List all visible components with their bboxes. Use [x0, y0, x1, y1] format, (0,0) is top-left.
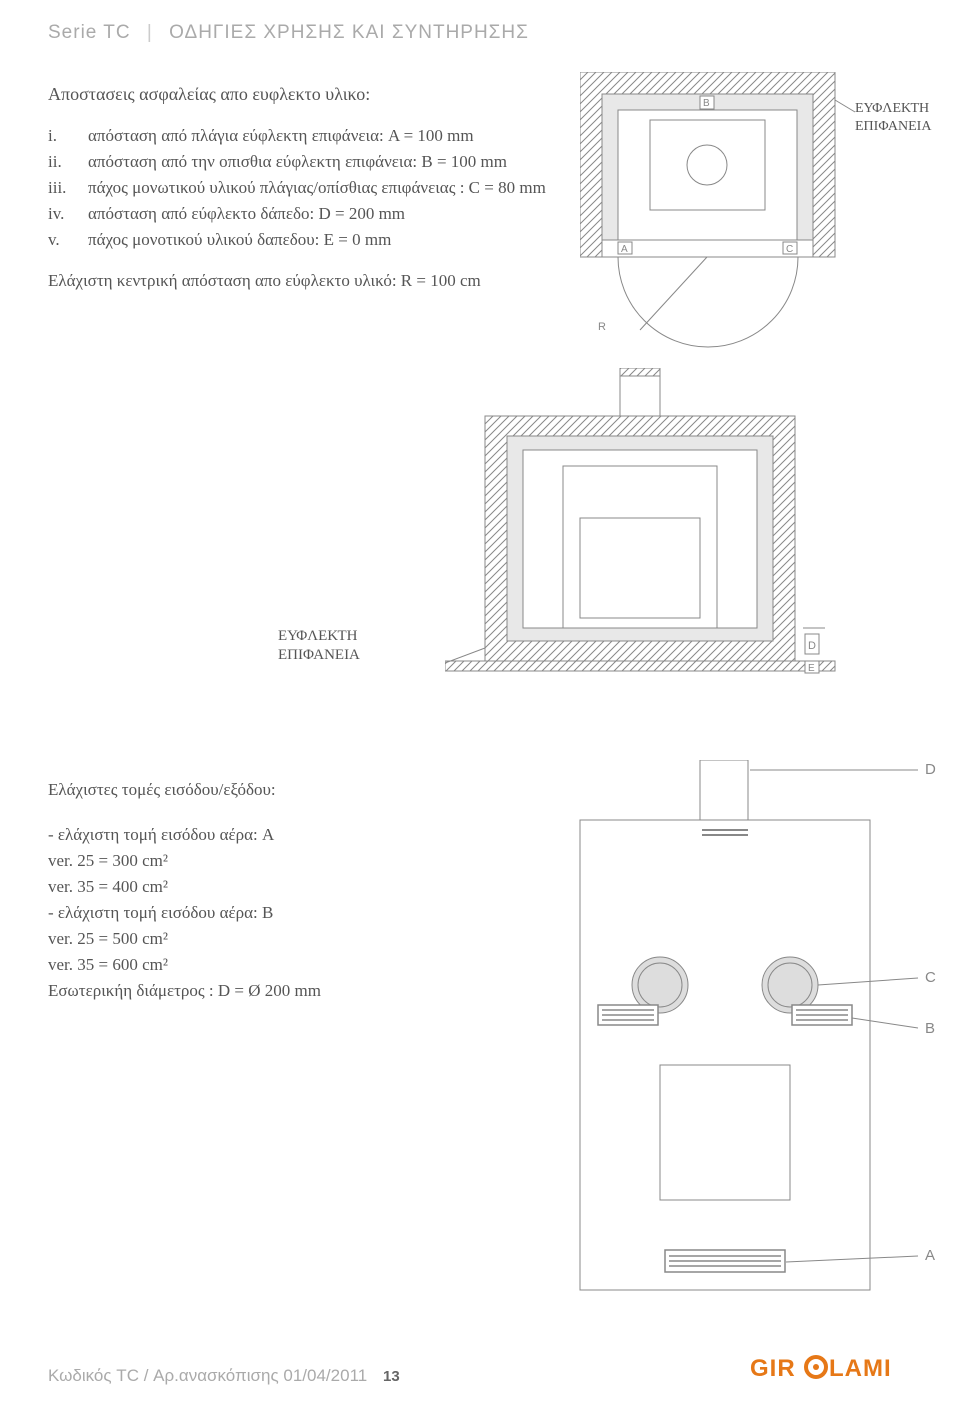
svg-text:D: D: [808, 640, 816, 652]
section2-item: ver. 25 = 500 cm²: [48, 926, 321, 952]
label-line: ΕΥΦΛΕΚΤΗ: [278, 627, 360, 646]
inlet-outlet-section: Ελάχιστες τομές εισόδου/εξόδου: - ελάχισ…: [48, 780, 321, 1004]
front-view-diagram: D C B: [550, 760, 950, 1325]
svg-text:A: A: [621, 244, 628, 255]
label-line: ΕΠΙΦΑΝΕΙΑ: [278, 646, 360, 665]
section2-title: Ελάχιστες τομές εισόδου/εξόδου:: [48, 780, 321, 800]
brand-logo: GIR LAMI: [750, 1353, 920, 1388]
header-divider: |: [147, 22, 153, 43]
list-text: απόσταση από πλάγια εύφλεκτη επιφάνεια: …: [88, 123, 474, 149]
list-text: πάχος μονωτικού υλικού πλάγιας/οπίσθιας …: [88, 175, 546, 201]
list-num: iii.: [48, 175, 88, 201]
section2-item: - ελάχιστη τομή εισόδου αέρα: B: [48, 900, 321, 926]
page-footer: Κωδικός TC / Αρ.ανασκόπισης 01/04/2011 1…: [48, 1366, 930, 1386]
svg-text:GIR: GIR: [750, 1355, 796, 1382]
section2-item: ver. 35 = 400 cm²: [48, 874, 321, 900]
footer-code: Κωδικός TC / Αρ.ανασκόπισης 01/04/2011: [48, 1366, 367, 1386]
svg-text:R: R: [598, 321, 606, 333]
svg-text:C: C: [786, 244, 793, 255]
svg-text:C: C: [925, 969, 936, 986]
list-text: απόσταση από την οπισθια εύφλεκτη επιφάν…: [88, 149, 507, 175]
side-view-diagram: D E: [445, 368, 865, 713]
label-line: ΕΥΦΛΕΚΤΗ: [855, 100, 931, 118]
svg-text:A: A: [925, 1247, 935, 1264]
label-line: ΕΠΙΦΑΝΕΙΑ: [855, 118, 931, 136]
svg-text:LAMI: LAMI: [829, 1355, 892, 1382]
header-title: ΟΔΗΓΙΕΣ ΧΡΗΣΗΣ ΚΑΙ ΣΥΝΤΗΡΗΣΗΣ: [169, 22, 529, 43]
flammable-surface-label-2: ΕΥΦΛΕΚΤΗ ΕΠΙΦΑΝΕΙΑ: [278, 627, 360, 665]
series-label: Serie TC: [48, 22, 131, 43]
top-view-diagram: B A C R: [580, 72, 860, 357]
list-num: i.: [48, 123, 88, 149]
svg-text:B: B: [925, 1020, 935, 1037]
svg-text:B: B: [703, 98, 710, 109]
section2-item: Εσωτερικήη διάμετρος : D = Ø 200 mm: [48, 978, 321, 1004]
list-num: v.: [48, 227, 88, 253]
page-header: Serie TC | ΟΔΗΓΙΕΣ ΧΡΗΣΗΣ ΚΑΙ ΣΥΝΤΗΡΗΣΗΣ: [0, 0, 960, 54]
svg-text:D: D: [925, 761, 936, 778]
svg-text:E: E: [808, 663, 815, 674]
list-num: ii.: [48, 149, 88, 175]
list-num: iv.: [48, 201, 88, 227]
list-text: πάχος μονοτικού υλικού δαπεδου: E = 0 mm: [88, 227, 391, 253]
section2-item: - ελάχιστη τομή εισόδου αέρα: A: [48, 822, 321, 848]
list-text: απόσταση από εύφλεκτο δάπεδο: D = 200 mm: [88, 201, 405, 227]
flammable-surface-label-1: ΕΥΦΛΕΚΤΗ ΕΠΙΦΑΝΕΙΑ: [855, 100, 931, 136]
section2-item: ver. 25 = 300 cm²: [48, 848, 321, 874]
page-number: 13: [383, 1368, 400, 1385]
section2-item: ver. 35 = 600 cm²: [48, 952, 321, 978]
